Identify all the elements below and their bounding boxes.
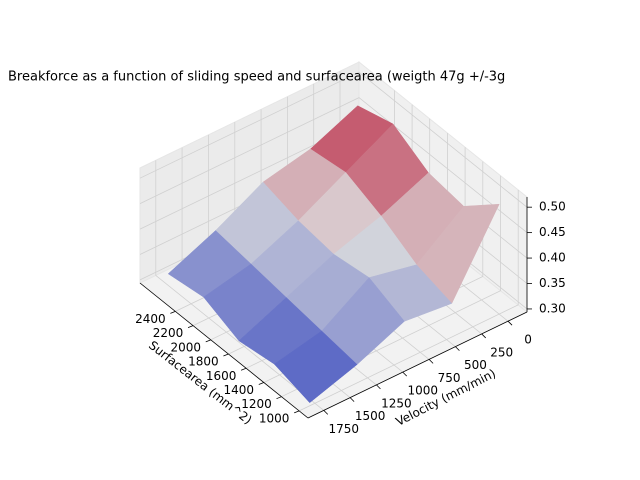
grid-line <box>139 97 528 233</box>
x-tick <box>223 353 229 357</box>
y-tick-label: 250 <box>490 345 513 359</box>
x-tick-label: 2000 <box>170 340 201 354</box>
x-tick-label: 1600 <box>206 369 237 383</box>
x-tick-label: 1000 <box>259 411 290 425</box>
x-tick <box>187 325 194 329</box>
z-tick-label: 0.35 <box>539 276 566 290</box>
y-tick <box>323 410 329 415</box>
y-tick-label: 750 <box>438 371 461 385</box>
x-tick <box>240 367 247 371</box>
x-axis-line <box>139 282 309 419</box>
x-tick <box>258 382 264 385</box>
y-tick-label: 1250 <box>381 396 412 410</box>
z-tick-label: 0.45 <box>539 225 566 239</box>
grid-line <box>139 71 528 208</box>
y-tick <box>402 371 408 377</box>
y-tick <box>376 384 381 390</box>
x-tick-label: 1800 <box>188 355 219 369</box>
y-tick <box>507 320 513 326</box>
y-tick <box>428 359 434 364</box>
x-tick <box>205 339 211 343</box>
x-tick <box>170 311 176 314</box>
surface-face <box>273 330 358 404</box>
z-tick-label: 0.50 <box>539 200 566 214</box>
x-tick <box>276 396 282 400</box>
x-tick-label: 2400 <box>135 312 166 326</box>
y-tick <box>455 346 460 351</box>
y-axis-line <box>307 311 528 419</box>
y-tick <box>481 333 487 339</box>
grid-line <box>155 160 325 411</box>
x-tick <box>294 410 300 414</box>
y-tick-label: 1500 <box>355 409 386 423</box>
y-tick-label: 1000 <box>407 384 438 398</box>
chart-title: Breakforce as a function of sliding spee… <box>8 70 505 85</box>
y-tick-label: 1750 <box>329 422 360 436</box>
x-tick-label: 1400 <box>224 383 255 397</box>
x-tick-label: 2200 <box>153 326 184 340</box>
x-tick-label: 1200 <box>241 397 272 411</box>
y-tick <box>349 397 355 402</box>
y-tick-label: 0 <box>524 333 532 347</box>
z-tick-label: 0.30 <box>539 301 566 315</box>
z-tick-label: 0.40 <box>539 251 566 265</box>
y-tick-label: 500 <box>464 358 487 372</box>
grid-line <box>299 189 519 412</box>
